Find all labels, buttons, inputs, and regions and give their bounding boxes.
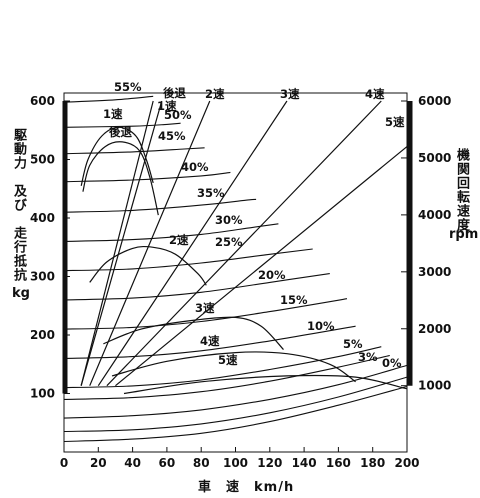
resistance-curve-line xyxy=(63,248,313,272)
resistance-curve-label: 3% xyxy=(358,350,378,364)
resistance-curve-label: 10% xyxy=(307,319,335,333)
traction-curve-label: 2速 xyxy=(169,233,189,247)
resistance-curve-line xyxy=(63,198,257,213)
y-tick-label-right: 1000 xyxy=(418,379,451,393)
y-tick-label-left: 500 xyxy=(30,153,55,167)
traction-curve-label: 1速 xyxy=(103,107,123,121)
traction-curve-line xyxy=(82,141,159,216)
x-tick-label: 140 xyxy=(292,456,317,470)
y-tick-label-left: 300 xyxy=(30,270,55,284)
x-tick-label: 160 xyxy=(326,456,351,470)
resistance-curve-line xyxy=(63,122,181,128)
resistance-curve-line xyxy=(63,147,205,155)
right-axis-label: 機関回転速度 xyxy=(454,148,469,232)
gear-rpm-line xyxy=(115,146,408,387)
traction-curve-line xyxy=(103,316,284,351)
y-tick-label-right: 5000 xyxy=(418,151,451,165)
gear-line-label: 5速 xyxy=(385,115,405,129)
left-axis-unit: kg xyxy=(12,286,30,301)
y-tick-label-left: 400 xyxy=(30,211,55,225)
gear-line-label: 1速 xyxy=(157,99,177,113)
gear-rpm-line xyxy=(80,100,163,386)
resistance-curve-label: 40% xyxy=(181,160,209,174)
x-tick-label: 60 xyxy=(159,456,176,470)
resistance-curve-line xyxy=(63,346,382,389)
resistance-curve-label: 55% xyxy=(114,80,142,94)
resistance-curve-label: 25% xyxy=(215,235,243,249)
gear-line-label: 後退 xyxy=(163,86,186,100)
resistance-curve-label: 30% xyxy=(215,213,243,227)
resistance-curve-label: 20% xyxy=(258,268,286,282)
resistance-curve-line xyxy=(63,298,348,330)
y-tick-label-right: 2000 xyxy=(418,322,451,336)
y-tick-label-right: 6000 xyxy=(418,94,451,108)
x-tick-label: 0 xyxy=(60,456,68,470)
x-axis-label: 車 速 km/h xyxy=(198,480,295,495)
traction-curve-line xyxy=(123,374,408,395)
resistance-curve-label: 0% xyxy=(382,356,402,370)
x-tick-label: 20 xyxy=(90,456,107,470)
gear-line-label: 3速 xyxy=(280,87,300,101)
traction-curve-label: 5速 xyxy=(218,353,238,367)
y-tick-label-right: 3000 xyxy=(418,265,451,279)
traction-curve-line xyxy=(80,126,154,186)
resistance-curve-label: 45% xyxy=(158,129,186,143)
resistance-curve-line xyxy=(63,273,330,301)
resistance-curve-line xyxy=(63,385,408,443)
gear-rpm-line xyxy=(106,100,382,387)
resistance-curve-line xyxy=(63,95,154,103)
resistance-curve-line xyxy=(63,171,231,183)
y-tick-label-left: 200 xyxy=(30,328,55,342)
resistance-curve-line xyxy=(63,376,408,433)
right-axis-unit: rpm xyxy=(449,227,479,242)
x-tick-label: 40 xyxy=(124,456,141,470)
traction-curve-label: 後退 xyxy=(109,125,132,139)
y-tick-label-left: 600 xyxy=(30,94,55,108)
resistance-curve-line xyxy=(63,354,390,400)
resistance-curve-line xyxy=(63,325,356,359)
y-tick-label-right: 4000 xyxy=(418,208,451,222)
gear-line-label: 2速 xyxy=(205,87,225,101)
resistance-curve-line xyxy=(63,364,408,419)
x-tick-label: 80 xyxy=(193,456,210,470)
resistance-curve-label: 50% xyxy=(164,108,192,122)
gear-line-label: 4速 xyxy=(365,87,385,101)
x-tick-label: 120 xyxy=(257,456,282,470)
resistance-curve-label: 35% xyxy=(197,186,225,200)
gear-rpm-line xyxy=(89,100,211,386)
resistance-curve-label: 5% xyxy=(343,337,363,351)
gear-rpm-line xyxy=(97,100,288,387)
traction-curve-label: 3速 xyxy=(195,301,215,315)
y-tick-label-left: 100 xyxy=(30,387,55,401)
x-tick-label: 200 xyxy=(394,456,419,470)
resistance-curve-line xyxy=(63,223,279,242)
x-tick-label: 180 xyxy=(360,456,385,470)
resistance-curve-label: 15% xyxy=(280,293,308,307)
traction-curve-label: 4速 xyxy=(200,334,220,348)
traction-curve-line xyxy=(111,351,356,383)
left-axis-label: 駆動力 及び 走行抵抗 xyxy=(11,128,26,282)
traction-curve-line xyxy=(89,245,207,286)
x-tick-label: 100 xyxy=(223,456,248,470)
gear-rpm-line xyxy=(80,100,154,386)
